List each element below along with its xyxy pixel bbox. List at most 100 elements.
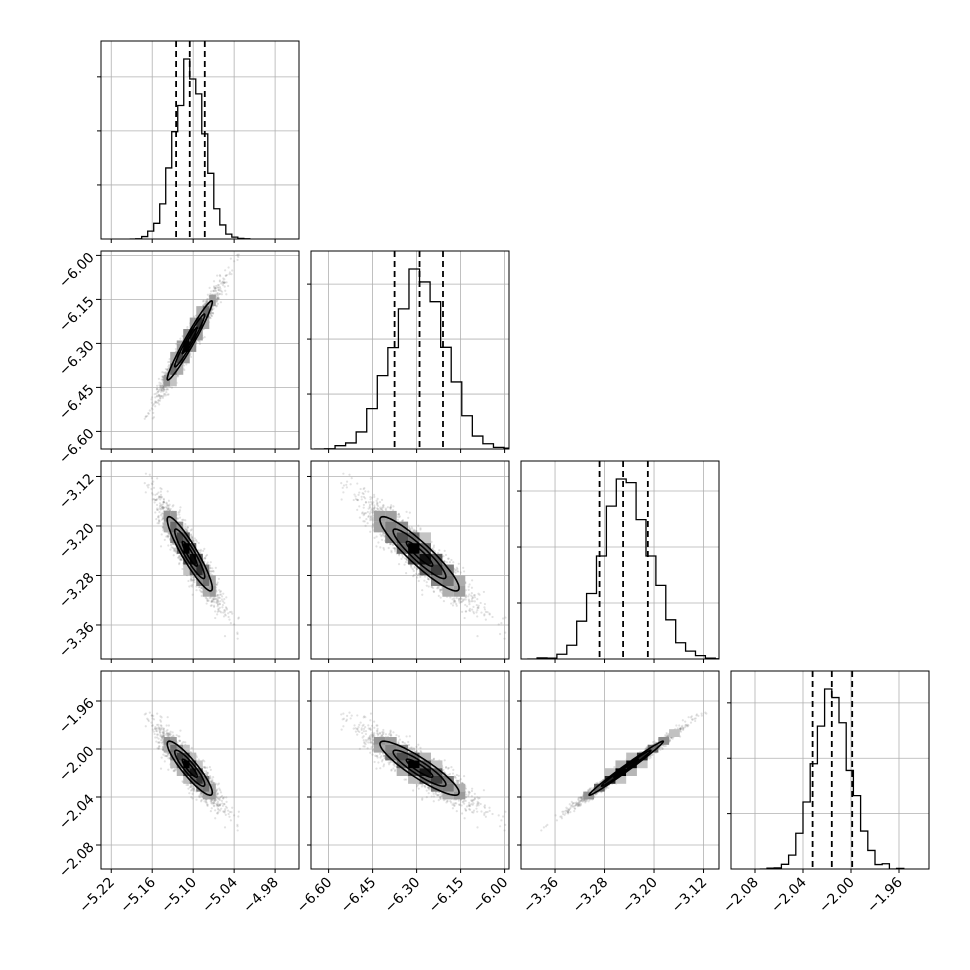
sample-point — [203, 547, 206, 550]
sample-point — [214, 597, 217, 601]
sample-point — [236, 637, 239, 640]
sample-point — [375, 499, 378, 502]
sample-point — [158, 510, 161, 514]
sample-point — [179, 559, 182, 562]
sample-point — [403, 563, 406, 566]
density-cell — [176, 543, 184, 554]
sample-point — [178, 510, 181, 513]
sample-point — [178, 513, 181, 516]
sample-point — [186, 526, 189, 529]
sample-point — [206, 293, 209, 296]
sample-point — [150, 492, 154, 495]
density-cell — [183, 351, 190, 364]
sample-point — [167, 507, 170, 511]
sample-point — [200, 590, 203, 593]
sample-point — [151, 498, 154, 501]
sample-point — [361, 492, 364, 495]
sample-point — [203, 560, 206, 563]
sample-point — [162, 497, 165, 500]
sample-point — [224, 274, 227, 277]
sample-point — [157, 497, 160, 500]
sample-point — [220, 611, 223, 614]
sample-point — [216, 613, 219, 616]
sample-point — [158, 505, 162, 508]
sample-point — [164, 371, 167, 374]
sample-point — [161, 507, 164, 510]
sample-point — [190, 578, 194, 582]
sample-point — [189, 578, 193, 581]
sample-point — [167, 508, 170, 511]
sample-point — [224, 613, 227, 616]
sample-point — [198, 342, 202, 345]
sample-point — [215, 305, 218, 308]
sample-point — [167, 393, 170, 396]
sample-point — [148, 473, 151, 476]
sample-point — [382, 546, 385, 550]
sample-point — [159, 397, 162, 400]
sample-point — [179, 558, 182, 562]
sample-point — [215, 590, 218, 593]
sample-point — [165, 368, 168, 371]
sample-point — [214, 566, 217, 569]
sample-point — [150, 477, 153, 480]
sample-point — [170, 386, 174, 389]
sample-point — [216, 603, 220, 607]
sample-point — [207, 599, 210, 602]
sample-point — [206, 299, 209, 302]
sample-point — [214, 610, 217, 613]
sample-point — [219, 289, 223, 292]
sample-point — [205, 553, 209, 557]
sample-point — [161, 390, 164, 393]
sample-point — [161, 395, 164, 398]
sample-point — [164, 392, 167, 396]
sample-point — [215, 304, 218, 307]
y-tick-label: −6.30 — [56, 338, 98, 380]
sample-point — [382, 506, 385, 509]
sample-point — [150, 487, 153, 491]
contour-level-0 — [181, 540, 199, 568]
sample-point — [162, 506, 165, 509]
sample-point — [393, 546, 396, 550]
sample-point — [208, 596, 211, 600]
sample-point — [159, 487, 162, 490]
sample-point — [223, 635, 227, 638]
sample-point — [154, 405, 157, 408]
sample-point — [162, 506, 166, 509]
sample-point — [210, 313, 213, 316]
sample-point — [206, 300, 209, 304]
sample-point — [225, 281, 228, 284]
sample-point — [162, 501, 165, 504]
sample-point — [184, 528, 187, 531]
sample-point — [202, 549, 205, 552]
sample-point — [150, 407, 153, 410]
sample-point — [180, 557, 183, 560]
sample-point — [159, 382, 163, 385]
sample-point — [151, 408, 154, 411]
sample-point — [221, 606, 224, 609]
sample-point — [189, 529, 192, 532]
sample-point — [167, 364, 171, 367]
sample-point — [411, 530, 415, 533]
sample-point — [162, 385, 165, 389]
sample-point — [217, 288, 220, 292]
histogram-0 — [129, 58, 251, 239]
sample-point — [189, 353, 192, 356]
sample-point — [174, 347, 177, 351]
sample-point — [349, 483, 352, 486]
sample-point — [388, 543, 392, 546]
sample-point — [229, 621, 232, 625]
sample-point — [158, 502, 162, 505]
sample-point — [216, 296, 219, 299]
sample-point — [153, 498, 157, 501]
sample-point — [164, 394, 167, 397]
sample-point — [178, 509, 182, 512]
sample-point — [358, 491, 361, 494]
sample-point — [197, 339, 200, 343]
sample-point — [159, 390, 162, 393]
sample-point — [162, 506, 165, 509]
sample-point — [471, 579, 474, 582]
sample-point — [206, 599, 209, 603]
sample-point — [210, 600, 214, 603]
sample-point — [453, 600, 456, 603]
sample-point — [209, 312, 212, 315]
